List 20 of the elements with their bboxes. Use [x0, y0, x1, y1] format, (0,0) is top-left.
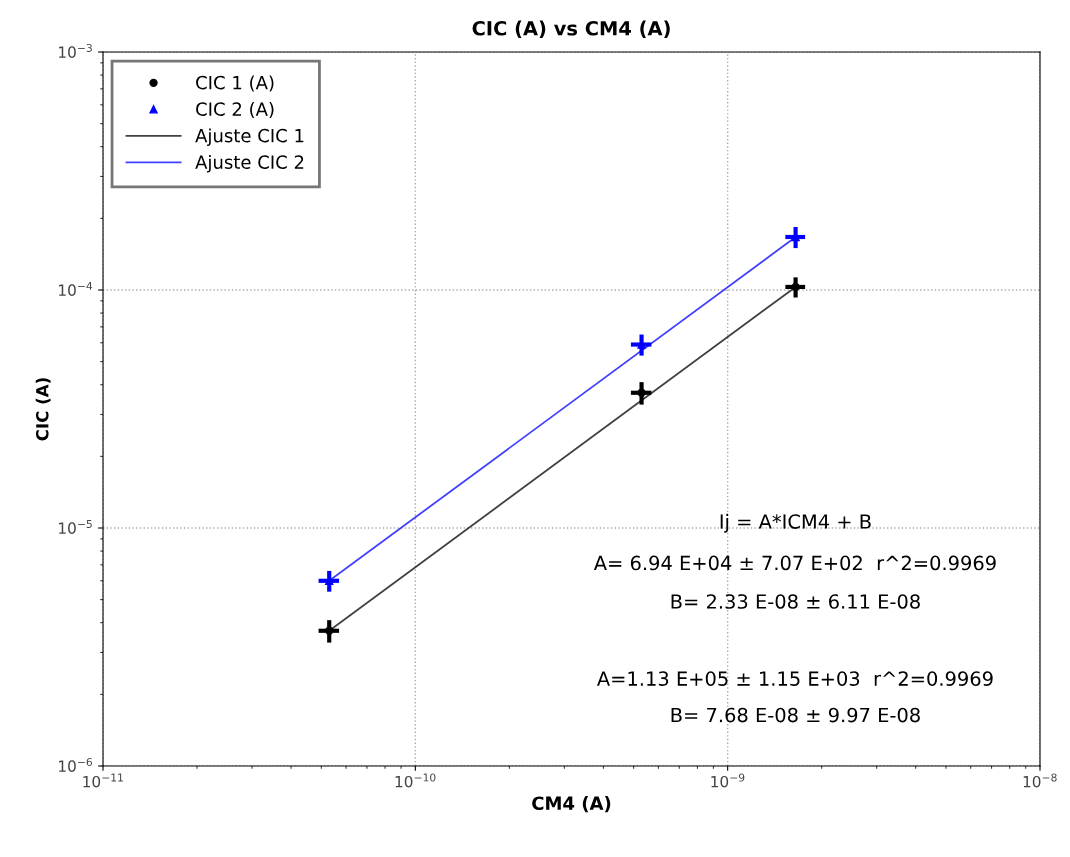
x-tick-label: 10$^{−8}$ — [1023, 773, 1057, 788]
y-tick-label: 10$^{−3}$ — [59, 43, 92, 58]
x-tick-label: 10$^{−10}$ — [395, 773, 436, 788]
annotation: A=1.13 E+05 ± 1.15 E+03 r^2=0.9969 — [597, 671, 993, 686]
y-tick-label: 10$^{−4}$ — [59, 282, 93, 296]
annotation: Ij = A*ICM4 + B — [720, 513, 871, 533]
legend-label: CIC 1 (A) — [196, 75, 274, 92]
annotation: B= 7.68 E-08 ± 9.97 E-08 — [671, 707, 920, 723]
y-axis-title: CIC (A) — [35, 378, 51, 441]
annotation: A= 6.94 E+04 ± 7.07 E+02 r^2=0.9969 — [593, 555, 996, 571]
y-tick-label: 10$^{−6}$ — [59, 757, 93, 772]
legend-label: Ajuste CIC 2 — [195, 154, 304, 173]
x-tick-label: 10$^{−9}$ — [711, 773, 745, 788]
chart-title: CIC (A) vs CM4 (A) — [472, 20, 670, 38]
y-tick-label: 10$^{−5}$ — [59, 520, 92, 534]
annotation: B= 2.33 E-08 ± 6.11 E-08 — [671, 594, 920, 609]
x-axis-title: CM4 (A) — [532, 796, 611, 813]
legend-label: CIC 2 (A) — [196, 101, 274, 119]
x-tick-label: 10$^{−11}$ — [83, 773, 123, 788]
legend-label: Ajuste CIC 1 — [195, 128, 304, 146]
